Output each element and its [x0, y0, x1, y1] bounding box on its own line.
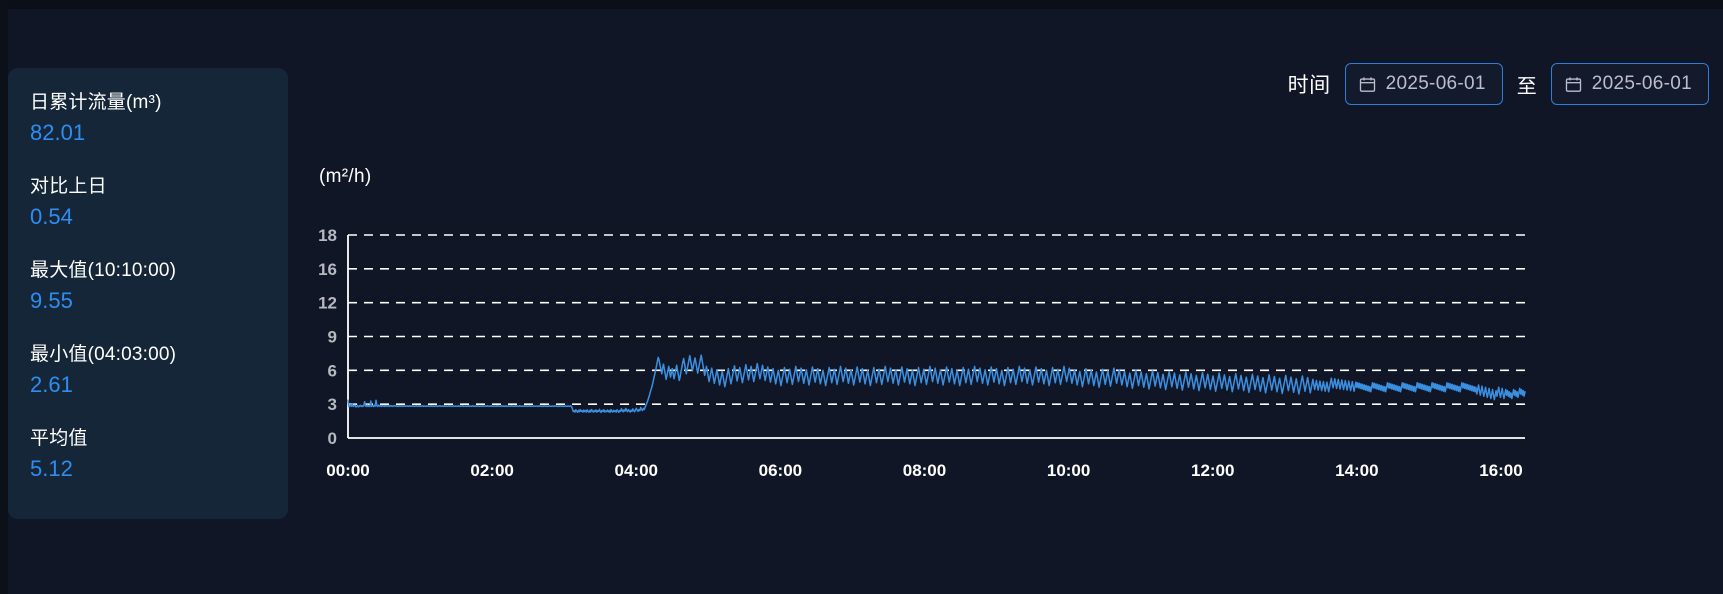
stat-value-average: 5.12 [30, 456, 73, 481]
stat-label-vs-prev-day: 对比上日 [30, 176, 107, 197]
stat-value-daily-total: 82.01 [30, 120, 86, 145]
stat-block-max: 最大值(10:10:00) 9.55 [8, 258, 288, 316]
x-axis-tick-label: 00:00 [326, 461, 369, 480]
x-axis-tick-label: 10:00 [1047, 461, 1090, 480]
y-axis-tick-label: 9 [328, 328, 337, 347]
x-axis-tick-label: 12:00 [1191, 461, 1234, 480]
y-axis-tick-label: 0 [328, 429, 337, 448]
stat-label-min: 最小值(04:03:00) [30, 344, 177, 365]
y-axis-tick-label: 12 [318, 294, 337, 313]
x-axis-tick-label: 04:00 [615, 461, 658, 480]
x-axis-tick-label: 14:00 [1335, 461, 1378, 480]
chart-unit-label: (m²/h) [319, 166, 372, 187]
stat-block-average: 平均值 5.12 [8, 426, 288, 484]
time-range-label: 时间 [1287, 74, 1331, 97]
stat-value-max: 9.55 [30, 288, 73, 313]
calendar-icon [1565, 76, 1582, 93]
flow-rate-chart: (m²/h) 0 3 6 9 12 16 18 00:00 02:00 04:00 06:00 08:… [300, 150, 1560, 550]
calendar-icon [1359, 76, 1376, 93]
summary-stats-card: 日累计流量(m³) 82.01 对比上日 0.54 最大值(10:10:00) … [8, 68, 288, 519]
stat-value-vs-prev-day: 0.54 [30, 204, 73, 229]
y-axis-tick-label: 18 [318, 226, 337, 245]
date-range-separator: 至 [1516, 75, 1537, 98]
end-date-value: 2025-06-01 [1591, 73, 1692, 94]
stat-label-max: 最大值(10:10:00) [30, 260, 177, 281]
stat-block-daily-total: 日累计流量(m³) 82.01 [8, 90, 288, 148]
y-axis-tick-label: 6 [328, 361, 337, 380]
stat-label-average: 平均值 [30, 428, 88, 449]
x-axis-tick-label: 08:00 [903, 461, 946, 480]
start-date-picker[interactable]: 2025-06-01 [1344, 63, 1503, 105]
x-axis-tick-label: 16:00 [1479, 461, 1522, 480]
chart-series-line [347, 354, 1526, 414]
chart-canvas: 0 3 6 9 12 16 18 00:00 02:00 04:00 06:00 08:00 10:00… [318, 226, 1526, 480]
stat-block-vs-prev-day: 对比上日 0.54 [8, 174, 288, 232]
left-edge-strip [0, 0, 8, 594]
stat-label-daily-total: 日累计流量(m³) [30, 92, 162, 113]
y-axis-tick-label: 16 [318, 260, 337, 279]
time-range-bar: 时间 2025-06-01 至 [1288, 63, 1709, 105]
start-date-value: 2025-06-01 [1385, 73, 1486, 94]
end-date-picker[interactable]: 2025-06-01 [1550, 63, 1709, 105]
stat-value-min: 2.61 [30, 372, 73, 397]
x-axis-tick-label: 02:00 [470, 461, 513, 480]
x-axis-tick-label: 06:00 [759, 461, 802, 480]
top-edge-strip [0, 0, 1723, 9]
y-axis-tick-label: 3 [328, 395, 337, 414]
stat-block-min: 最小值(04:03:00) 2.61 [8, 342, 288, 400]
